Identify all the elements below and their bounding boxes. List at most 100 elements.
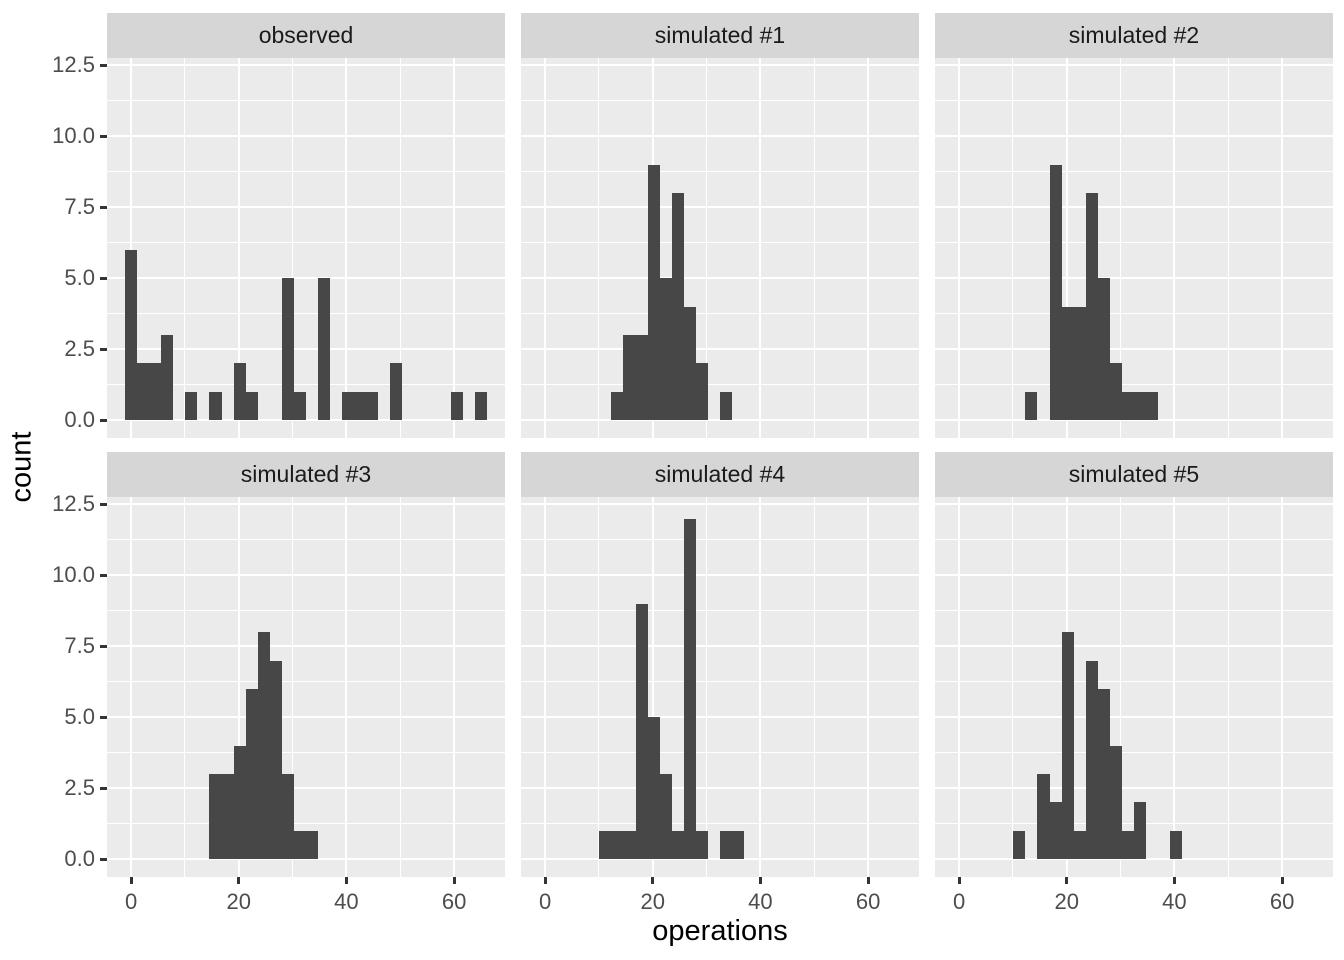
y-tick-label: 0.0 <box>64 846 95 872</box>
x-tick-label: 40 <box>1162 889 1187 914</box>
histogram-bar <box>354 391 366 421</box>
facet-panel <box>107 58 505 438</box>
y-tick-mark <box>100 276 107 280</box>
histogram-bar <box>1098 278 1110 421</box>
gridline-minor-y <box>521 242 919 244</box>
facet-strip: simulated #1 <box>521 13 919 58</box>
gridline-minor-y <box>107 610 505 612</box>
gridline-minor-y <box>521 313 919 315</box>
histogram-bar <box>636 603 648 860</box>
gridline-major-y <box>107 419 505 422</box>
histogram-bar <box>611 830 623 860</box>
gridline-major-y <box>935 645 1333 648</box>
x-tick-label: 0 <box>124 889 138 914</box>
histogram-bar <box>451 391 463 421</box>
facet-strip-label: simulated #4 <box>654 461 786 487</box>
x-tick-label: 20 <box>226 889 252 914</box>
histogram-bar <box>294 391 306 421</box>
facet-panel <box>521 58 919 438</box>
gridline-major-y <box>521 135 919 138</box>
gridline-major-y <box>107 645 505 648</box>
histogram-bar <box>732 830 744 860</box>
histogram-bar <box>1025 391 1037 421</box>
x-tick-mark <box>866 877 870 884</box>
gridline-minor-x <box>1120 58 1122 438</box>
histogram-bar <box>222 774 234 860</box>
x-tick-label: 40 <box>334 889 359 914</box>
gridline-major-x <box>453 58 456 438</box>
gridline-major-x <box>759 497 762 877</box>
x-tick-mark <box>758 877 762 884</box>
facet-panel <box>935 497 1333 877</box>
gridline-minor-y <box>107 681 505 683</box>
facet-strip: simulated #4 <box>521 452 919 497</box>
y-tick-mark <box>100 644 107 648</box>
gridline-major-x <box>237 58 240 438</box>
y-tick-label: 0.0 <box>64 407 95 433</box>
histogram-bar <box>234 745 246 860</box>
histogram-bar <box>1086 193 1098 421</box>
gridline-minor-y <box>107 823 505 825</box>
gridline-minor-y <box>521 752 919 754</box>
histogram-bar <box>209 774 222 860</box>
x-tick-mark <box>1172 877 1176 884</box>
gridline-minor-x <box>1012 497 1014 877</box>
gridline-major-x <box>651 497 654 877</box>
gridline-minor-x <box>292 58 294 438</box>
histogram-bar <box>1086 660 1098 860</box>
gridline-major-y <box>107 574 505 577</box>
gridline-major-y <box>107 135 505 138</box>
histogram-bar <box>125 249 137 421</box>
histogram-bar <box>1050 802 1062 860</box>
histogram-bar <box>475 391 487 421</box>
gridline-minor-y <box>935 242 1333 244</box>
gridline-major-y <box>521 574 919 577</box>
gridline-minor-y <box>935 681 1333 683</box>
histogram-bar <box>1110 363 1122 421</box>
gridline-major-x <box>544 497 547 877</box>
gridline-major-x <box>1065 58 1068 438</box>
gridline-major-x <box>345 58 348 438</box>
histogram-bar <box>137 363 149 421</box>
histogram-bar <box>1122 391 1134 421</box>
gridline-major-x <box>237 497 240 877</box>
facet-panel <box>521 497 919 877</box>
y-tick-mark <box>100 134 107 138</box>
gridline-major-y <box>521 348 919 351</box>
gridline-major-y <box>521 645 919 648</box>
histogram-bar <box>1074 830 1086 860</box>
y-tick-label: 12.5 <box>52 491 95 517</box>
histogram-bar <box>611 391 623 421</box>
gridline-minor-x <box>706 58 708 438</box>
gridline-minor-x <box>292 497 294 877</box>
histogram-bar <box>306 830 318 860</box>
x-tick-mark <box>957 877 961 884</box>
gridline-major-x <box>1281 58 1284 438</box>
gridline-major-y <box>521 858 919 861</box>
gridline-major-y <box>107 858 505 861</box>
facet-strip-label: simulated #5 <box>1068 461 1200 487</box>
gridline-major-x <box>958 58 961 438</box>
gridline-minor-y <box>107 752 505 754</box>
gridline-major-y <box>521 64 919 67</box>
histogram-bar <box>1062 632 1074 860</box>
gridline-major-y <box>107 503 505 506</box>
gridline-major-x <box>867 497 870 877</box>
gridline-minor-y <box>107 539 505 541</box>
gridline-major-x <box>1173 497 1176 877</box>
x-tick-label: 60 <box>1269 889 1295 914</box>
x-tick-mark <box>237 877 241 884</box>
histogram-bar <box>660 774 672 860</box>
gridline-minor-y <box>935 313 1333 315</box>
gridline-minor-y <box>935 100 1333 102</box>
gridline-major-y <box>935 135 1333 138</box>
gridline-major-y <box>107 348 505 351</box>
histogram-bar <box>720 391 732 421</box>
gridline-minor-x <box>399 497 401 877</box>
histogram-bar <box>623 335 636 421</box>
y-tick-label: 12.5 <box>52 52 95 78</box>
y-tick-label: 10.0 <box>52 562 95 588</box>
gridline-minor-x <box>706 497 708 877</box>
x-tick-mark <box>651 877 655 884</box>
histogram-bar <box>1170 830 1182 860</box>
